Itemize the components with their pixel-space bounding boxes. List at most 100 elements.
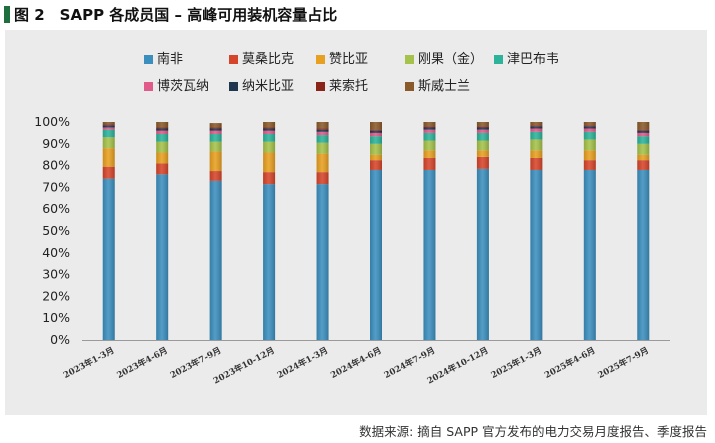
bar-stack — [263, 122, 276, 340]
bar-segment-shading — [370, 136, 382, 144]
x-tick-label: 2025年4-6月 — [543, 345, 598, 381]
legend-swatch — [494, 55, 503, 64]
bar-segment-shading — [370, 129, 382, 131]
legend-swatch — [229, 82, 238, 91]
bar-segment-shading — [637, 169, 650, 340]
bar-segment-shading — [316, 135, 329, 143]
source-note: 数据来源: 摘自 SAPP 官方发布的电力交易月度报告、季度报告 — [359, 424, 707, 439]
bar-segment-shading — [370, 130, 382, 133]
bar-segment-shading — [156, 174, 169, 340]
bar-stack — [530, 122, 543, 340]
bar-stack — [423, 122, 436, 340]
bar-segment-shading — [209, 171, 222, 181]
bar-segment-shading — [156, 127, 169, 129]
bar-segment-shading — [209, 127, 222, 129]
y-tick-label: 90% — [42, 136, 70, 151]
legend-swatch — [316, 82, 325, 91]
bar-segment-shading — [209, 133, 222, 142]
bar-segment-shading — [370, 132, 382, 137]
legend-item: 斯威士兰 — [405, 79, 470, 94]
bar-segment-shading — [423, 122, 436, 127]
legend-swatch — [405, 55, 414, 64]
y-tick-label: 0% — [50, 332, 70, 347]
bar-segment-shading — [209, 151, 222, 172]
bar-segment-shading — [583, 128, 596, 132]
legend-item: 纳米比亚 — [229, 79, 294, 94]
bar-segment-shading — [583, 169, 596, 340]
bar-segment-shading — [156, 122, 169, 128]
legend-item: 博茨瓦纳 — [144, 79, 209, 94]
bar-segment-shading — [102, 166, 115, 179]
bar-stack — [102, 122, 115, 340]
y-tick-label: 80% — [42, 158, 70, 173]
bar-segment-shading — [102, 178, 115, 340]
bar-segment-shading — [423, 127, 436, 130]
legend-label: 莱索托 — [329, 79, 368, 94]
legend-item: 莱索托 — [316, 79, 368, 94]
legend-label: 斯威士兰 — [418, 79, 470, 94]
bar-segment-shading — [637, 143, 650, 155]
bar-segment-shading — [423, 129, 436, 133]
bar-segment-shading — [476, 168, 489, 340]
bar-segment-shading — [263, 172, 276, 185]
bar-segment-shading — [209, 128, 222, 131]
bar-segment-shading — [209, 141, 222, 152]
bar-segment-shading — [263, 128, 276, 131]
bar-segment-shading — [370, 143, 382, 155]
figure-header: 图 2 SAPP 各成员国 – 高峰可用装机容量占比 — [0, 0, 715, 30]
bar-segment-shading — [316, 172, 329, 185]
bar-segment-shading — [316, 128, 329, 130]
legend-swatch — [316, 55, 325, 64]
legend-item: 莫桑比克 — [229, 52, 294, 67]
bar-segment-shading — [583, 139, 596, 151]
bar-stack — [476, 122, 489, 340]
bar-segment-shading — [209, 180, 222, 340]
bar-segment-shading — [102, 125, 115, 128]
bar-segment-shading — [530, 128, 543, 132]
bar-segment-shading — [476, 156, 489, 169]
x-tick-label: 2024年1-3月 — [275, 345, 330, 381]
bar-segment-shading — [102, 127, 115, 130]
bar-segment-shading — [316, 131, 329, 136]
x-tick-label: 2025年7-9月 — [596, 345, 651, 381]
y-tick-label: 100% — [34, 114, 70, 129]
bar-segment-shading — [102, 137, 115, 149]
bar-segment-shading — [583, 131, 596, 140]
bar-segment-shading — [423, 150, 436, 158]
bar-stack — [583, 122, 596, 340]
bar-segment-shading — [102, 129, 115, 138]
bar-segment-shading — [476, 126, 489, 128]
bar-segment-shading — [530, 126, 543, 129]
bar-segment-shading — [637, 160, 650, 170]
bar-segment-shading — [156, 128, 169, 131]
legend-label: 博茨瓦纳 — [157, 79, 209, 94]
y-tick-label: 40% — [42, 245, 70, 260]
y-tick-label: 20% — [42, 288, 70, 303]
bar-segment-shading — [263, 141, 276, 153]
title-accent-bar — [4, 6, 10, 23]
bar-segment-shading — [423, 132, 436, 141]
legend-swatch — [229, 55, 238, 64]
bar-segment-shading — [263, 152, 276, 173]
bar-segment-shading — [476, 127, 489, 130]
bar-segment-shading — [102, 122, 115, 125]
bar-segment-shading — [637, 129, 650, 131]
bar-stack — [316, 122, 329, 340]
legend-swatch — [405, 82, 414, 91]
bar-segment-shading — [263, 130, 276, 134]
legend-swatch — [144, 55, 153, 64]
bars — [102, 122, 650, 340]
bar-segment-shading — [209, 130, 222, 134]
bar-segment-shading — [370, 169, 382, 340]
bar-segment-shading — [530, 125, 543, 127]
bar-segment-shading — [476, 132, 489, 141]
bar-segment-shading — [316, 153, 329, 173]
bar-segment-shading — [476, 140, 489, 151]
bar-segment-shading — [423, 157, 436, 170]
legend-item: 刚果（金） — [405, 51, 483, 67]
bar-stack — [156, 122, 169, 340]
bar-segment-shading — [316, 122, 329, 129]
bar-segment-shading — [530, 150, 543, 158]
bar-segment-shading — [209, 123, 222, 128]
